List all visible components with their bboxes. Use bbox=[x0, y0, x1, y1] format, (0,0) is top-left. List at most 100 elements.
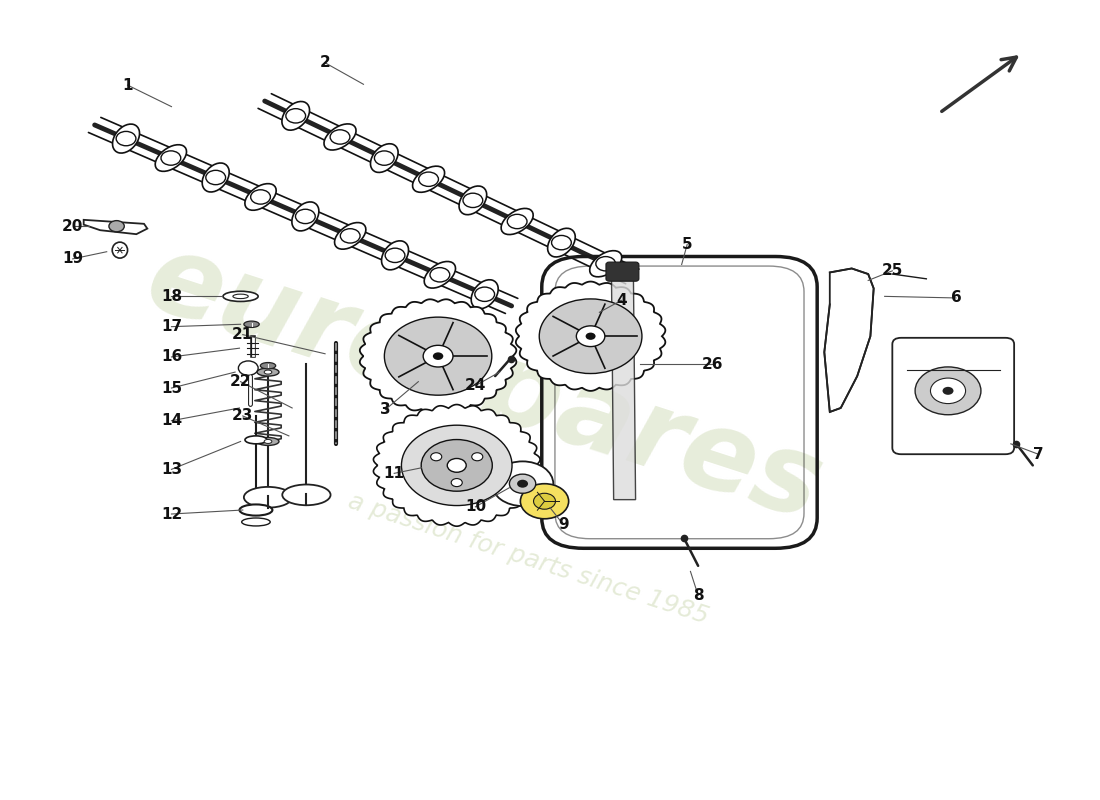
Circle shape bbox=[463, 193, 483, 207]
Text: 20: 20 bbox=[62, 218, 84, 234]
Text: 2: 2 bbox=[320, 55, 330, 70]
Ellipse shape bbox=[324, 124, 356, 150]
Circle shape bbox=[931, 378, 966, 403]
Circle shape bbox=[539, 299, 642, 374]
Circle shape bbox=[296, 210, 316, 223]
Text: 15: 15 bbox=[161, 381, 182, 395]
Polygon shape bbox=[824, 269, 873, 412]
Circle shape bbox=[385, 248, 405, 262]
Ellipse shape bbox=[233, 294, 249, 298]
Circle shape bbox=[915, 367, 981, 414]
Text: 25: 25 bbox=[881, 263, 903, 278]
Circle shape bbox=[419, 172, 439, 186]
Ellipse shape bbox=[412, 166, 444, 192]
Ellipse shape bbox=[283, 485, 331, 506]
Polygon shape bbox=[360, 299, 516, 413]
Circle shape bbox=[517, 480, 528, 488]
Circle shape bbox=[433, 352, 443, 360]
Circle shape bbox=[472, 453, 483, 461]
Circle shape bbox=[943, 387, 954, 395]
Ellipse shape bbox=[257, 438, 279, 446]
Text: 17: 17 bbox=[161, 319, 182, 334]
Ellipse shape bbox=[202, 163, 229, 192]
Text: 23: 23 bbox=[232, 409, 253, 423]
Circle shape bbox=[251, 190, 271, 204]
FancyBboxPatch shape bbox=[606, 262, 639, 282]
Ellipse shape bbox=[112, 242, 128, 258]
Circle shape bbox=[534, 494, 556, 510]
Circle shape bbox=[448, 458, 466, 472]
Ellipse shape bbox=[548, 228, 575, 257]
Circle shape bbox=[239, 361, 258, 375]
Polygon shape bbox=[612, 273, 636, 500]
Ellipse shape bbox=[459, 186, 486, 214]
Text: 22: 22 bbox=[230, 374, 251, 389]
Circle shape bbox=[424, 346, 453, 367]
Circle shape bbox=[585, 333, 595, 340]
Text: a passion for parts since 1985: a passion for parts since 1985 bbox=[344, 490, 712, 630]
Text: 7: 7 bbox=[1033, 446, 1044, 462]
Text: 19: 19 bbox=[62, 251, 84, 266]
Text: eurospares: eurospares bbox=[133, 225, 835, 543]
Ellipse shape bbox=[471, 280, 498, 309]
Circle shape bbox=[492, 462, 553, 506]
Text: 1: 1 bbox=[122, 78, 133, 93]
Ellipse shape bbox=[245, 184, 276, 210]
Circle shape bbox=[576, 326, 605, 346]
Circle shape bbox=[551, 235, 571, 250]
Ellipse shape bbox=[244, 321, 260, 327]
Text: 10: 10 bbox=[465, 499, 486, 514]
Text: 5: 5 bbox=[682, 237, 693, 252]
Text: 18: 18 bbox=[161, 289, 182, 304]
Circle shape bbox=[507, 214, 527, 229]
Text: 26: 26 bbox=[702, 357, 723, 372]
Circle shape bbox=[374, 151, 394, 166]
Circle shape bbox=[286, 109, 306, 123]
Circle shape bbox=[117, 131, 136, 146]
Text: 21: 21 bbox=[232, 327, 253, 342]
Circle shape bbox=[431, 453, 442, 461]
Ellipse shape bbox=[223, 291, 258, 302]
Ellipse shape bbox=[244, 487, 293, 508]
Ellipse shape bbox=[264, 439, 272, 443]
Ellipse shape bbox=[282, 102, 309, 130]
Text: 16: 16 bbox=[161, 350, 183, 365]
Polygon shape bbox=[373, 405, 540, 526]
Ellipse shape bbox=[425, 262, 455, 288]
Circle shape bbox=[384, 317, 492, 395]
Circle shape bbox=[402, 425, 512, 506]
Circle shape bbox=[509, 474, 536, 494]
Ellipse shape bbox=[155, 145, 187, 171]
Ellipse shape bbox=[257, 368, 279, 376]
Ellipse shape bbox=[502, 209, 534, 234]
Circle shape bbox=[421, 439, 493, 491]
Text: 24: 24 bbox=[464, 378, 486, 393]
Circle shape bbox=[451, 478, 462, 486]
Circle shape bbox=[109, 221, 124, 232]
Ellipse shape bbox=[112, 124, 140, 153]
Text: 4: 4 bbox=[616, 293, 627, 308]
Ellipse shape bbox=[242, 518, 271, 526]
Ellipse shape bbox=[264, 370, 272, 374]
Circle shape bbox=[330, 130, 350, 144]
Text: 9: 9 bbox=[558, 517, 569, 532]
Text: 8: 8 bbox=[693, 588, 703, 603]
Text: 3: 3 bbox=[381, 402, 390, 417]
Ellipse shape bbox=[590, 250, 621, 277]
Ellipse shape bbox=[292, 202, 319, 231]
Ellipse shape bbox=[261, 362, 276, 369]
Text: 12: 12 bbox=[161, 506, 183, 522]
Circle shape bbox=[596, 257, 616, 271]
Ellipse shape bbox=[240, 505, 273, 515]
Ellipse shape bbox=[245, 436, 267, 444]
Polygon shape bbox=[84, 220, 147, 234]
Ellipse shape bbox=[382, 241, 408, 270]
Circle shape bbox=[520, 484, 569, 518]
Text: 11: 11 bbox=[384, 466, 405, 481]
Circle shape bbox=[430, 268, 450, 282]
Circle shape bbox=[340, 229, 360, 243]
Ellipse shape bbox=[371, 144, 398, 173]
Circle shape bbox=[206, 170, 225, 185]
Ellipse shape bbox=[334, 222, 366, 249]
Circle shape bbox=[161, 151, 180, 166]
